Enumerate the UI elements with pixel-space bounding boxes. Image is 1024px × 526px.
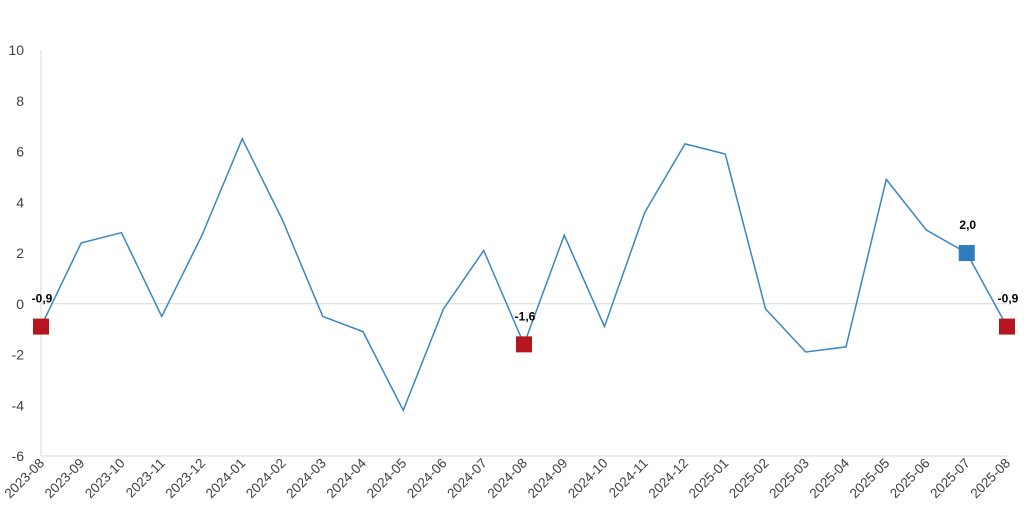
x-tick-label: 2025-08 xyxy=(967,456,1013,502)
highlight-marker xyxy=(33,318,49,335)
x-tick-label: 2024-04 xyxy=(323,455,369,501)
y-tick-label: -6 xyxy=(12,448,25,464)
x-tick-label: 2025-02 xyxy=(726,456,772,502)
x-tick-label: 2024-06 xyxy=(404,456,450,502)
x-tick-label: 2025-04 xyxy=(806,455,852,501)
y-axis-ticks: -6 -4 -2 0 2 4 6 8 10 xyxy=(8,42,24,464)
data-label: 2,0 xyxy=(959,218,976,232)
highlight-marker xyxy=(516,336,532,353)
x-tick-label: 2024-09 xyxy=(525,456,571,502)
x-tick-label: 2025-01 xyxy=(686,456,732,502)
data-label: -0,9 xyxy=(998,292,1019,306)
highlight-marker xyxy=(958,245,975,261)
x-tick-label: 2024-02 xyxy=(243,456,289,502)
x-tick-label: 2024-10 xyxy=(565,456,611,502)
y-tick-label: 10 xyxy=(8,42,24,58)
x-tick-label: 2024-07 xyxy=(444,456,490,502)
series-group xyxy=(40,137,1008,413)
x-tick-label: 2024-03 xyxy=(283,456,329,502)
y-tick-label: -4 xyxy=(12,397,25,413)
data-labels: -0,9 -1,6 2,0 -0,9 xyxy=(32,218,1019,323)
data-label: -1,6 xyxy=(515,309,536,323)
highlight-markers xyxy=(33,245,1015,353)
y-tick-label: -2 xyxy=(12,347,25,363)
x-tick-label: 2025-06 xyxy=(887,456,933,502)
x-tick-label: 2023-12 xyxy=(162,456,208,502)
y-tick-label: 4 xyxy=(16,194,24,210)
series-line xyxy=(40,137,1008,413)
y-tick-label: 2 xyxy=(16,245,24,261)
x-tick-label: 2024-05 xyxy=(364,456,410,502)
x-tick-label: 2024-01 xyxy=(203,456,249,502)
axes xyxy=(40,50,1007,457)
x-tick-label: 2023-10 xyxy=(82,456,128,502)
x-tick-label: 2023-09 xyxy=(42,456,88,502)
x-tick-label: 2023-11 xyxy=(123,456,168,501)
x-tick-label: 2025-05 xyxy=(847,456,893,502)
y-tick-label: 0 xyxy=(16,296,24,312)
x-tick-label: 2025-07 xyxy=(927,456,973,502)
x-tick-label: 2023-08 xyxy=(1,456,47,502)
x-tick-label: 2024-08 xyxy=(484,456,530,502)
x-axis-ticks: 2023-082023-092023-102023-112023-122024-… xyxy=(1,455,1013,501)
x-tick-label: 2024-12 xyxy=(645,456,691,502)
highlight-marker xyxy=(999,318,1015,335)
x-tick-label: 2025-03 xyxy=(766,456,812,502)
data-label: -0,9 xyxy=(32,292,53,306)
y-tick-label: 6 xyxy=(16,144,24,160)
y-tick-label: 8 xyxy=(16,93,24,109)
x-tick-label: 2024-11 xyxy=(606,456,651,501)
